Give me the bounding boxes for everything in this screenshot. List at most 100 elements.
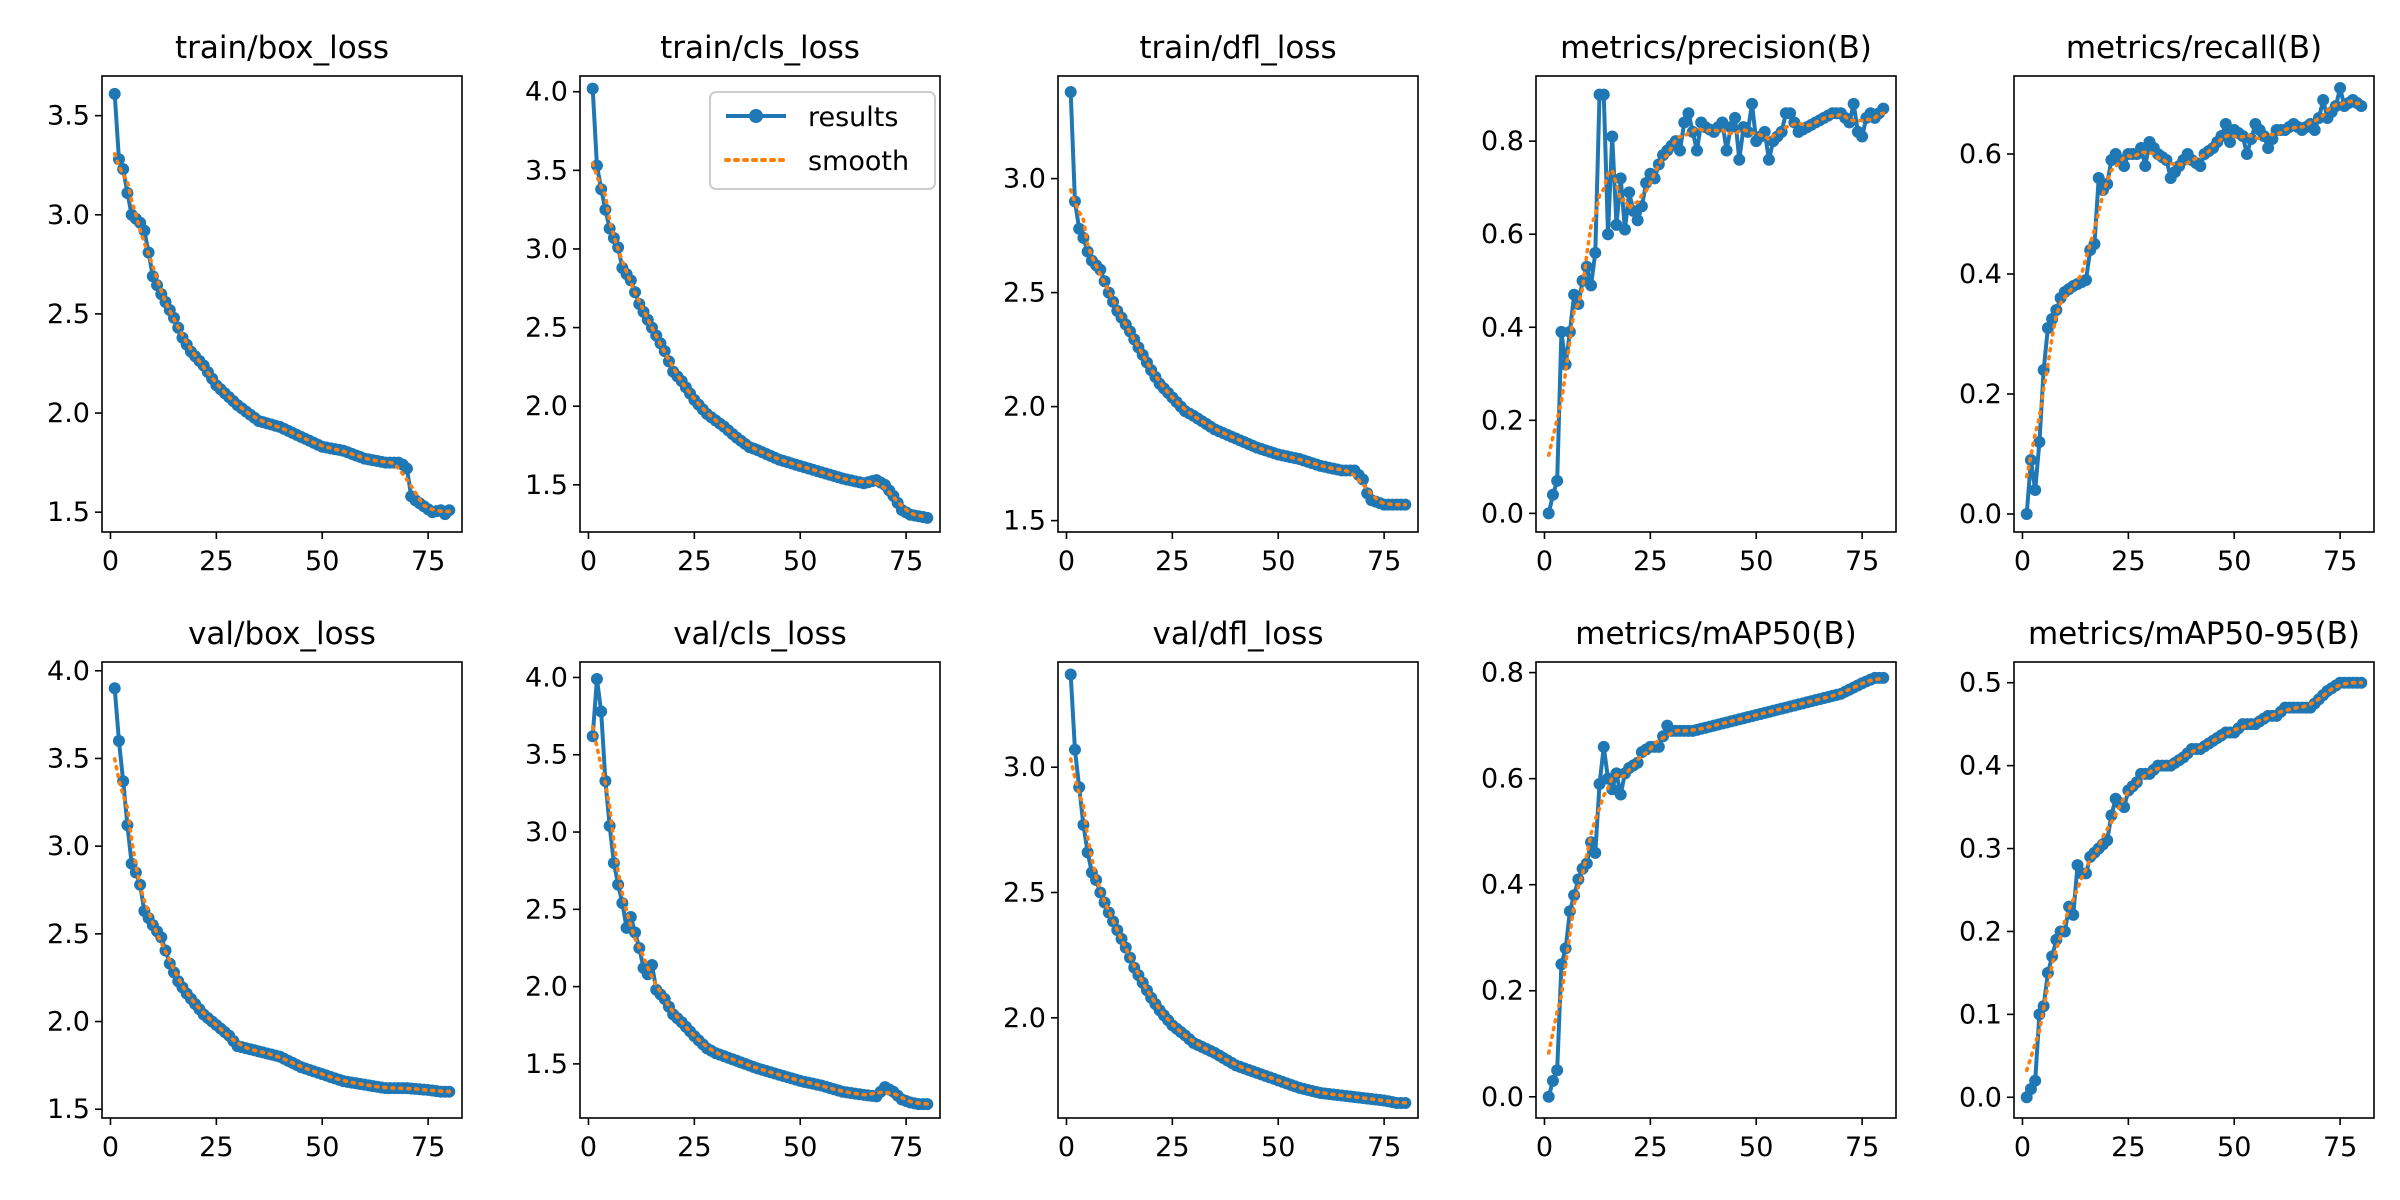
x-tick-label: 0 — [2014, 546, 2031, 577]
results-point — [1720, 144, 1733, 157]
x-tick-label: 75 — [1367, 1132, 1401, 1163]
results-point — [586, 730, 599, 743]
chart-title: train/box_loss — [175, 30, 389, 66]
y-tick-label: 3.5 — [47, 743, 90, 774]
y-tick-label: 0.4 — [1959, 259, 2002, 290]
results-point — [1724, 121, 1737, 134]
results-point — [921, 511, 934, 524]
results-point — [108, 682, 121, 695]
smooth-line — [112, 757, 452, 1094]
results-point — [595, 705, 608, 718]
y-tick-label: 2.0 — [525, 391, 568, 422]
results-point — [1623, 186, 1636, 199]
results-point — [2262, 142, 2275, 154]
axes-frame — [2013, 661, 2375, 1119]
axes-frame — [1535, 75, 1897, 533]
x-tick-label: 25 — [1155, 1132, 1189, 1163]
y-tick-label: 2.0 — [1003, 1003, 1046, 1034]
y-tick-label: 0.5 — [1959, 668, 2002, 699]
x-tick-label: 75 — [889, 1132, 923, 1163]
y-tick-label: 0.8 — [1481, 126, 1524, 157]
results-point — [2092, 172, 2105, 184]
results-point — [2020, 508, 2033, 520]
y-tick-label: 0.8 — [1481, 658, 1524, 689]
x-tick-label: 0 — [580, 1132, 597, 1163]
axes-frame — [1535, 661, 1897, 1119]
results-point — [2215, 130, 2228, 142]
x-tick-label: 75 — [889, 546, 923, 577]
chart-title: val/dfl_loss — [1153, 616, 1324, 652]
chart-title: metrics/mAP50(B) — [1575, 616, 1856, 652]
axes-frame — [101, 661, 463, 1119]
x-tick-label: 0 — [1536, 1132, 1553, 1163]
y-tick-label: 0.6 — [1959, 139, 2002, 170]
y-tick-label: 3.0 — [1003, 164, 1046, 195]
results-point — [2194, 160, 2207, 172]
results-point — [1674, 144, 1686, 157]
results-point — [108, 87, 121, 100]
chart-title: val/box_loss — [188, 616, 376, 652]
x-tick-label: 75 — [1845, 1132, 1879, 1163]
results-point — [1542, 1090, 1555, 1103]
y-tick-label: 3.0 — [525, 817, 568, 848]
x-tick-label: 25 — [199, 1132, 233, 1163]
results-point — [1631, 214, 1644, 227]
results-point — [138, 224, 151, 237]
x-tick-label: 25 — [677, 1132, 711, 1163]
y-tick-label: 3.0 — [1003, 752, 1046, 783]
subplot-metrics-precision-b: metrics/precision(B) 0 25 50 75 0.0 0.2 0.4 0.6 0… — [1481, 30, 1897, 577]
x-tick-label: 50 — [305, 1132, 339, 1163]
x-tick-label: 75 — [2323, 1132, 2357, 1163]
y-tick-label: 2.0 — [1003, 392, 1046, 423]
results-point — [2334, 82, 2347, 94]
y-tick-label: 3.0 — [47, 200, 90, 231]
x-tick-label: 50 — [1739, 546, 1773, 577]
series-group — [586, 82, 934, 524]
y-tick-label: 0.4 — [1481, 312, 1524, 343]
results-point — [2041, 322, 2054, 334]
y-tick-label: 3.5 — [525, 155, 568, 186]
results-point — [1589, 846, 1602, 859]
results-point — [2105, 809, 2118, 822]
results-point — [2118, 160, 2131, 172]
y-tick-label: 0.0 — [1481, 1082, 1524, 1113]
subplot-train-box-loss: train/box_loss 0 25 50 75 1.5 2.0 2.5 3.0 3.5 — [47, 30, 463, 577]
y-tick-label: 1.5 — [525, 1049, 568, 1080]
axes-frame — [579, 75, 941, 533]
results-point — [1555, 325, 1568, 338]
legend-results-marker — [749, 109, 763, 123]
results-point — [2240, 148, 2253, 160]
smooth-line — [2024, 99, 2364, 479]
y-tick-label: 0.3 — [1959, 834, 2002, 865]
x-tick-label: 50 — [1261, 546, 1295, 577]
results-point — [1602, 228, 1614, 241]
x-tick-label: 0 — [1058, 546, 1075, 577]
results-point — [1551, 474, 1564, 487]
y-tick-label: 0.2 — [1481, 976, 1524, 1007]
results-point — [2266, 133, 2279, 145]
smooth-line — [112, 152, 452, 514]
results-point — [1572, 873, 1585, 886]
results-point — [1746, 97, 1758, 110]
results-point — [1784, 107, 1797, 120]
chart-title: val/cls_loss — [673, 616, 847, 652]
results-point — [1542, 507, 1555, 520]
results-point — [117, 163, 130, 176]
x-tick-label: 75 — [411, 546, 445, 577]
smooth-line — [590, 725, 930, 1106]
results-point — [2067, 908, 2080, 921]
smooth-line — [1068, 757, 1408, 1105]
y-tick-label: 0.1 — [1959, 999, 2002, 1030]
results-point — [2139, 160, 2152, 172]
results-point — [1729, 111, 1742, 124]
y-tick-label: 2.5 — [1003, 878, 1046, 909]
y-tick-label: 3.0 — [47, 831, 90, 862]
results-point — [1597, 740, 1610, 753]
y-tick-label: 4.0 — [525, 77, 568, 108]
y-tick-label: 1.5 — [47, 1094, 90, 1125]
results-point — [1877, 102, 1890, 115]
x-tick-label: 0 — [102, 546, 119, 577]
subplot-metrics-map50-95-b: metrics/mAP50-95(B) 0 25 50 75 0.0 0.1 0.2 0.3 0.… — [1959, 616, 2375, 1163]
x-tick-label: 0 — [2014, 1132, 2031, 1163]
